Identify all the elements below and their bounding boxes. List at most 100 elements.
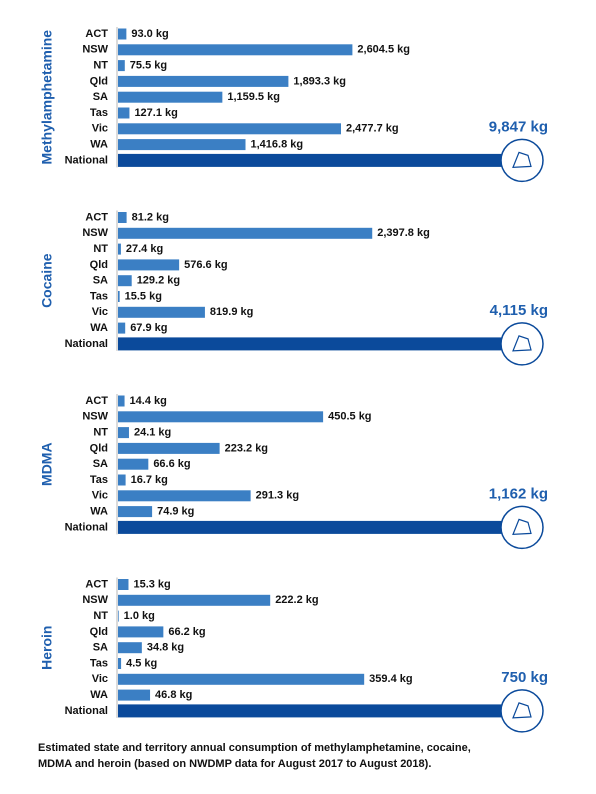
bar	[118, 474, 126, 486]
bar	[118, 337, 522, 351]
value-label: 46.8 kg	[155, 689, 192, 701]
caption: Estimated state and territory annual con…	[38, 742, 471, 770]
category-label: Vic	[92, 123, 108, 135]
category-label: WA	[90, 139, 108, 151]
bar	[118, 306, 205, 318]
bar	[118, 427, 129, 439]
value-label: 2,604.5 kg	[357, 44, 410, 56]
bar	[118, 139, 246, 151]
category-label: SA	[93, 275, 108, 287]
bar	[118, 322, 126, 334]
category-label: ACT	[85, 578, 108, 590]
bar	[118, 442, 220, 454]
value-label: 14.4 kg	[130, 395, 167, 407]
icon-glyph	[512, 335, 532, 352]
bar	[118, 579, 129, 590]
category-label: Vic	[92, 306, 108, 318]
category-label: Vic	[92, 673, 108, 685]
bar	[118, 243, 121, 255]
icon	[500, 505, 544, 550]
value-label: 15.5 kg	[125, 290, 162, 302]
category-label: ACT	[85, 395, 108, 407]
value-label: 74.9 kg	[157, 506, 194, 518]
value-label: 1.0 kg	[124, 610, 155, 622]
category-label: NSW	[82, 594, 108, 606]
category-label: Qld	[90, 442, 108, 454]
bar	[118, 91, 223, 103]
category-label: Tas	[90, 657, 108, 669]
value-label: 127.1 kg	[134, 107, 177, 119]
category-label: Qld	[90, 626, 108, 638]
value-label: 129.2 kg	[137, 275, 180, 287]
value-label: 75.5 kg	[130, 60, 167, 72]
category-label: NT	[93, 243, 108, 255]
value-label: 2,477.7 kg	[346, 123, 399, 135]
category-label: National	[65, 338, 108, 350]
national-label: 4,115 kg	[490, 302, 548, 319]
value-label: 4.5 kg	[126, 657, 157, 669]
bar	[118, 259, 180, 271]
bar	[118, 212, 127, 223]
bar	[118, 75, 289, 87]
category-label: ACT	[85, 211, 108, 223]
value-label: 66.6 kg	[153, 458, 190, 470]
bar	[118, 60, 125, 72]
bar	[118, 610, 119, 622]
bar	[118, 458, 149, 470]
national-label: 750 kg	[501, 669, 548, 686]
national-label: 9,847 kg	[489, 118, 548, 135]
value-label: 93.0 kg	[131, 28, 168, 40]
bar	[118, 490, 251, 502]
bar	[118, 123, 341, 135]
bar	[118, 395, 125, 407]
bar	[118, 520, 522, 534]
panel-title: MDMA	[39, 442, 55, 486]
bars	[118, 212, 522, 351]
panel-title: Cocaine	[39, 253, 55, 308]
category-label: NT	[93, 610, 108, 622]
bar	[118, 275, 132, 287]
bar	[118, 642, 142, 654]
value-label: 1,416.8 kg	[251, 139, 304, 151]
value-label: 16.7 kg	[131, 474, 168, 486]
bars	[118, 579, 522, 718]
category-label: Tas	[90, 107, 108, 119]
value-label: 67.9 kg	[130, 322, 167, 334]
value-label: 81.2 kg	[132, 211, 169, 223]
category-label: Qld	[90, 75, 108, 87]
category-label: WA	[90, 689, 108, 701]
bar	[118, 153, 522, 167]
bar	[118, 227, 373, 239]
value-label: 576.6 kg	[184, 259, 227, 271]
bar	[118, 658, 122, 669]
category-label: National	[65, 521, 108, 533]
icon	[500, 138, 544, 183]
category-label: Tas	[90, 290, 108, 302]
icon	[500, 322, 544, 366]
category-label: SA	[93, 642, 108, 654]
value-label: 34.8 kg	[147, 642, 184, 654]
category-label: WA	[90, 322, 108, 334]
bar	[118, 28, 127, 40]
value-label: 450.5 kg	[328, 411, 371, 423]
bar	[118, 44, 353, 56]
category-label: NSW	[82, 227, 108, 239]
category-label: SA	[93, 91, 108, 103]
value-label: 66.2 kg	[168, 626, 205, 638]
category-label: National	[65, 154, 108, 166]
bar	[118, 107, 130, 119]
value-label: 2,397.8 kg	[377, 227, 430, 239]
bar	[118, 704, 522, 718]
panel-title: Heroin	[39, 626, 55, 670]
icon-glyph	[512, 702, 532, 719]
bars	[118, 28, 522, 167]
value-label: 291.3 kg	[256, 490, 299, 502]
bar	[118, 673, 365, 685]
national-label: 1,162 kg	[489, 485, 548, 502]
category-label: SA	[93, 458, 108, 470]
bars	[118, 395, 522, 534]
panel-title: Methylamphetamine	[39, 30, 55, 165]
category-label: NSW	[82, 44, 108, 56]
value-label: 819.9 kg	[210, 306, 253, 318]
